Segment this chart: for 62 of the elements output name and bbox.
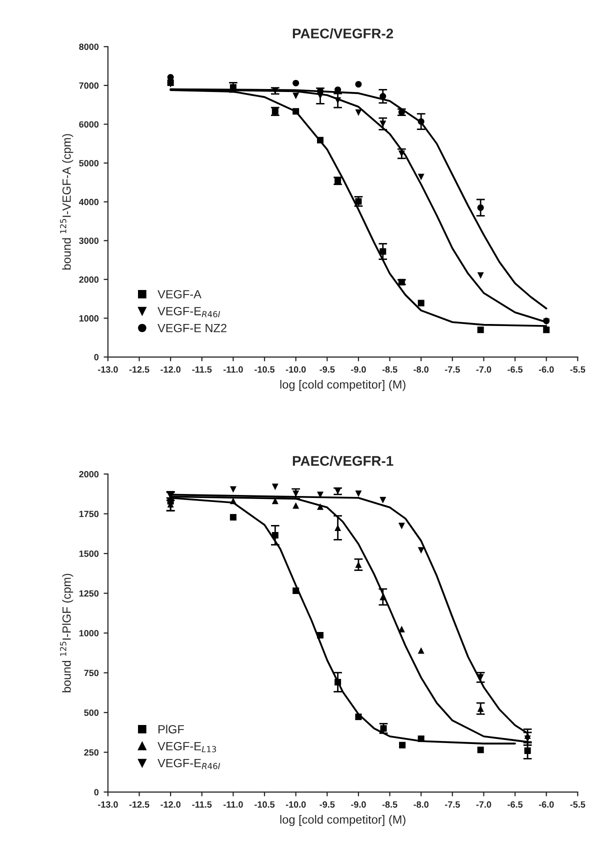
x-axis-title: log [cold competitor] (M)	[280, 380, 406, 392]
y-tick-label: 1500	[79, 550, 99, 557]
x-tick-label: -9.0	[351, 801, 366, 808]
chart-title: PAEC/VEGFR-1	[292, 456, 394, 466]
y-tick-label: 1000	[79, 630, 99, 636]
y-tick-label: 4000	[78, 198, 99, 206]
x-tick-label: -12.5	[129, 801, 150, 808]
x-tick-label: -12.0	[160, 366, 180, 373]
x-tick-label: -6.0	[538, 366, 554, 373]
y-tick-label: 2000	[79, 471, 99, 478]
x-tick-label: -6.5	[508, 366, 523, 373]
x-tick-label: -9.0	[351, 366, 366, 373]
y-axis-title: bound $^{125}$I-PlGF (cpm)	[60, 574, 74, 692]
legend-label: VEGF-E NZ2	[158, 324, 226, 332]
x-tick-label: -7.0	[476, 801, 492, 808]
legend-label: VEGF-E$_{L13}$	[158, 742, 216, 752]
x-tick-label: -12.0	[160, 801, 180, 808]
y-tick-label: 1250	[79, 590, 99, 597]
x-tick-label: -11.5	[192, 366, 212, 373]
x-tick-label: -13.0	[98, 366, 118, 373]
legend-label: VEGF-E$_{R46I}$	[158, 306, 220, 318]
x-tick-label: -10.0	[286, 801, 306, 808]
x-tick-label: -10.0	[286, 366, 306, 373]
x-tick-label: -8.0	[414, 801, 429, 808]
x-tick-label: -11.5	[192, 801, 212, 808]
y-tick-label: 750	[84, 670, 99, 676]
x-tick-label: -9.5	[320, 801, 335, 808]
y-tick-label: 8000	[79, 44, 99, 50]
y-tick-label: 5000	[79, 160, 99, 166]
y-tick-label: 500	[84, 710, 99, 716]
y-tick-label: 2000	[79, 276, 99, 283]
y-tick-label: 7000	[79, 82, 99, 89]
chart-title: PAEC/VEGFR-2	[292, 28, 394, 39]
x-tick-label: -12.5	[129, 366, 150, 373]
x-tick-label: -11.0	[224, 366, 243, 373]
x-tick-label: -8.5	[382, 801, 398, 808]
x-tick-label: -11.0	[224, 801, 243, 808]
x-tick-label: -5.5	[570, 801, 586, 808]
legend-label: VEGF-E$_{R46I}$	[158, 758, 220, 770]
x-tick-label: -7.0	[476, 366, 492, 373]
x-tick-label: -9.5	[320, 366, 335, 373]
x-tick-label: -8.0	[414, 366, 429, 373]
y-axis-title: bound $^{125}$I-VEGF-A (cpm)	[60, 134, 74, 270]
y-tick-label: 3000	[79, 238, 99, 244]
x-tick-label: -8.5	[382, 366, 398, 373]
y-tick-label: 250	[84, 749, 99, 756]
y-tick-label: 1000	[79, 315, 99, 322]
x-axis-title: log [cold competitor] (M)	[280, 815, 406, 826]
x-tick-label: -5.5	[570, 366, 586, 373]
x-tick-label: -10.5	[254, 366, 275, 373]
y-tick-label: 0	[94, 789, 99, 796]
y-tick-label: 0	[94, 354, 99, 360]
legend-label: VEGF-A	[158, 290, 202, 298]
x-tick-label: -10.5	[254, 801, 275, 808]
y-tick-label: 6000	[79, 121, 99, 128]
x-tick-label: -6.0	[538, 801, 554, 808]
y-tick-label: 1750	[79, 510, 99, 518]
legend-label: PlGF	[158, 724, 184, 734]
x-tick-label: -7.5	[444, 366, 460, 373]
x-tick-label: -13.0	[98, 801, 118, 808]
x-tick-label: -7.5	[444, 801, 460, 808]
x-tick-label: -6.5	[508, 801, 523, 808]
